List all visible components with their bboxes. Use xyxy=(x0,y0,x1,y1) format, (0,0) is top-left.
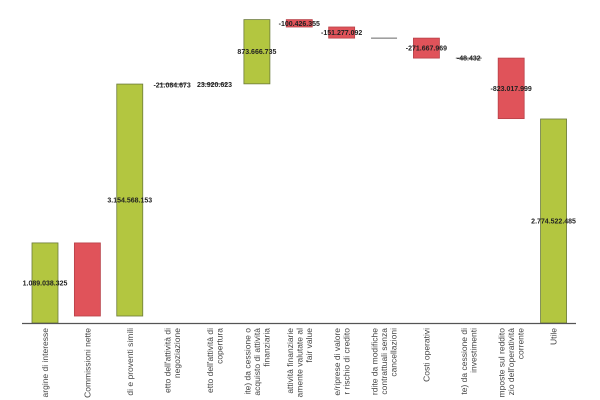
category-label: ite) da cessione o xyxy=(242,328,252,395)
category-label: etto dell'attività di xyxy=(162,328,172,393)
data-label: -48.432 xyxy=(457,56,481,63)
bar-segment xyxy=(540,118,567,324)
category-label: Costi operativi xyxy=(421,328,431,382)
data-label: -823.017.999 xyxy=(491,86,532,93)
bar-segment xyxy=(116,83,144,317)
category-label: rdite da modifiche xyxy=(370,328,380,395)
category-label: finanziaria xyxy=(261,328,271,367)
data-label: -21.084.673 xyxy=(153,82,190,89)
category-label: copertura xyxy=(214,328,224,364)
bar-segment xyxy=(73,242,101,317)
bar-segment xyxy=(243,19,271,85)
category-label: di e proventi simili xyxy=(125,328,135,396)
category-label: cancellazioni xyxy=(389,328,399,377)
data-label: 23.920.623 xyxy=(197,82,232,89)
category-label: fair value xyxy=(304,328,314,363)
category-label: argine di interesse xyxy=(40,328,50,398)
bar-segment xyxy=(31,242,59,324)
bar-segment xyxy=(285,19,313,28)
category-label: etto dell'attività di xyxy=(205,328,215,393)
data-label: 873.666.735 xyxy=(237,49,276,56)
category-label: te) da cessione di xyxy=(459,328,469,395)
category-label: negoziazione xyxy=(172,328,182,378)
category-label: zio dell'operatività xyxy=(506,328,516,396)
category-label: amente valutate al xyxy=(294,328,304,398)
category-label: Utile xyxy=(549,328,559,345)
data-label: -151.277.092 xyxy=(321,30,362,37)
bar-segment xyxy=(413,37,440,59)
category-label: acquisto di attività xyxy=(252,328,262,396)
data-label: 1.089.038.325 xyxy=(23,280,68,287)
category-label: contrattuali senza xyxy=(379,328,389,395)
category-label: e/riprese di valore xyxy=(332,328,342,396)
data-label: 3.154.568.153 xyxy=(107,198,152,205)
category-label: attività finanziarie xyxy=(285,328,295,394)
bar-segment xyxy=(497,57,525,120)
data-label: 2.774.522.485 xyxy=(531,218,576,225)
category-label: mposte sul reddito xyxy=(497,328,507,398)
data-label: -271.667.969 xyxy=(406,46,447,53)
bar-segment xyxy=(328,26,356,39)
category-label: corrente xyxy=(516,328,526,359)
category-label: r rischio di credito xyxy=(341,328,351,395)
data-label: -100.426.355 xyxy=(279,21,320,28)
category-label: Commissioni nette xyxy=(82,328,92,398)
category-label: investimenti xyxy=(469,328,479,373)
